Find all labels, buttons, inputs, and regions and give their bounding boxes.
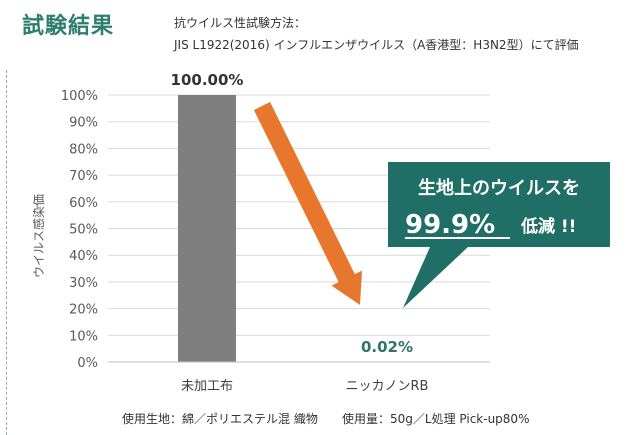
y-tick-label: 70% — [69, 169, 98, 184]
page-title: 試験結果 — [22, 14, 115, 39]
x-category-label: 未加工布 — [181, 379, 233, 394]
y-tick-label: 80% — [69, 142, 98, 157]
y-tick-label: 100% — [61, 89, 98, 104]
data-value-label: 0.02% — [361, 338, 413, 356]
bar-chart: 0% 10% 20% 30% 40% 50% 60% 70% 80% 90% 100% ウイルス感染価… — [31, 71, 610, 394]
test-method-label: 抗ウイルス性試験方法： — [174, 16, 307, 30]
y-tick-label: 40% — [69, 249, 98, 264]
y-tick-label: 30% — [69, 276, 98, 291]
footnote-usage: 使用量：50g／L処理 Pick-up80% — [342, 412, 530, 426]
y-tick-label: 0% — [77, 356, 98, 371]
reduction-arrow — [253, 102, 362, 305]
data-value-label: 100.00% — [171, 71, 244, 89]
x-category-label: ニッカノンRB — [346, 379, 429, 394]
test-method-detail: JIS L1922(2016) インフルエンザウイルス（A香港型：H3N2型）に… — [174, 38, 579, 52]
callout-highlight: 99.9% — [405, 210, 495, 240]
footnote-material: 使用生地：綿／ポリエステル混 織物 — [122, 412, 318, 426]
y-tick-label: 90% — [69, 116, 98, 131]
y-axis-label: ウイルス感染価 — [31, 194, 46, 278]
y-tick-label: 10% — [69, 329, 98, 344]
callout-bubble — [388, 162, 610, 308]
bar — [178, 95, 236, 362]
y-tick-label: 20% — [69, 303, 98, 318]
callout-line1: 生地上のウイルスを — [418, 177, 580, 199]
left-divider — [6, 70, 7, 435]
y-tick-label: 50% — [69, 223, 98, 238]
callout-line2: 低減 !! — [520, 216, 576, 237]
y-tick-label: 60% — [69, 196, 98, 211]
